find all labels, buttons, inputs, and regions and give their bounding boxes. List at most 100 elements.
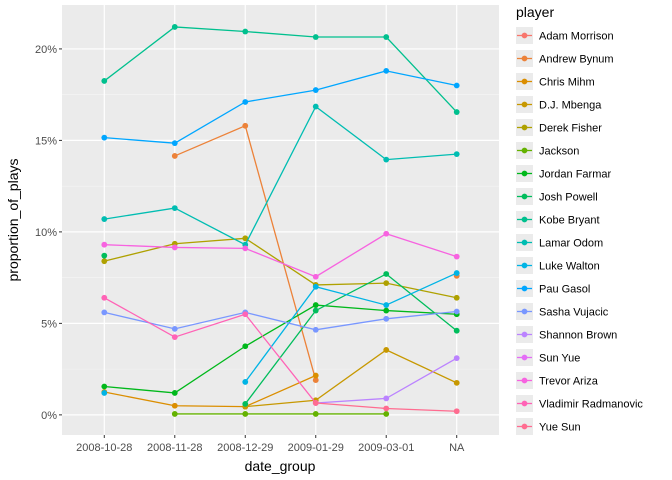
x-tick-label: 2009-01-29: [288, 442, 344, 454]
data-point: [383, 347, 390, 353]
x-axis-title: date_group: [245, 458, 316, 474]
series-group: [312, 400, 460, 415]
data-point: [101, 309, 108, 316]
data-point: [242, 235, 249, 242]
data-point: [171, 325, 178, 332]
data-point: [453, 253, 460, 260]
legend-item: Kobe Bryant: [516, 211, 600, 228]
legend-key-point: [521, 55, 528, 62]
data-point: [453, 270, 460, 276]
data-point: [383, 405, 390, 412]
data-point: [171, 244, 178, 251]
data-point: [383, 156, 390, 163]
legend-key-point: [521, 101, 528, 108]
x-axis: 2008-10-28 2008-11-28 2008-12-29 2009-01-29…: [76, 435, 465, 454]
y-tick-label: 0%: [41, 410, 57, 422]
legend-key-point: [521, 262, 528, 269]
data-point: [453, 355, 460, 362]
data-point: [171, 140, 178, 147]
data-point: [242, 343, 249, 350]
data-point: [453, 379, 460, 386]
legend-label: Kobe Bryant: [539, 215, 600, 227]
data-point: [101, 78, 108, 84]
data-point: [453, 151, 460, 158]
data-point: [453, 408, 460, 415]
data-point: [242, 28, 249, 35]
legend-item: Chris Mihm: [516, 73, 595, 90]
legend-key-point: [521, 354, 528, 361]
legend-key-point: [521, 193, 528, 200]
series-line: [104, 310, 457, 331]
data-point: [312, 34, 319, 40]
grid-major: [62, 5, 499, 435]
y-tick-label: 15%: [35, 135, 57, 147]
legend-key-point: [521, 78, 528, 85]
legend-item: Shannon Brown: [516, 326, 617, 343]
data-point: [383, 302, 390, 308]
legend-key-point: [521, 400, 528, 407]
data-point: [453, 109, 460, 115]
y-tick-label: 10%: [35, 227, 57, 239]
data-point: [101, 252, 108, 259]
series-line: [244, 272, 457, 383]
legend-item: Lamar Odom: [516, 234, 603, 251]
legend-label: D.J. Mbenga: [539, 100, 602, 112]
plot-panel: [62, 5, 499, 435]
data-point: [242, 122, 249, 129]
data-point: [101, 383, 108, 390]
legend-label: Vladimir Radmanovic: [539, 399, 643, 411]
x-tick-label: 2008-12-29: [217, 442, 273, 454]
legend-label: Sun Yue: [539, 353, 580, 365]
legend-item: Andrew Bynum: [516, 50, 614, 67]
series-group: [101, 24, 460, 115]
series-line: [245, 349, 457, 408]
x-tick-label: 2008-11-28: [147, 442, 202, 454]
series-line: [103, 297, 317, 404]
series-line: [103, 26, 458, 113]
legend-item: Derek Fisher: [516, 119, 602, 136]
series-line: [244, 273, 458, 405]
data-point: [101, 258, 108, 265]
legend-label: Josh Powell: [539, 192, 598, 204]
data-point: [383, 307, 390, 314]
data-point: [171, 390, 178, 396]
data-point: [242, 311, 249, 318]
data-point: [383, 315, 390, 322]
data-point: [171, 402, 178, 409]
data-point: [312, 307, 319, 314]
legend-key-point: [521, 124, 528, 131]
data-point: [242, 411, 249, 417]
legend-key-point: [521, 216, 528, 223]
data-point: [453, 308, 460, 315]
data-point: [101, 216, 108, 222]
data-point: [171, 205, 178, 212]
data-point: [242, 379, 249, 385]
legend-label: Adam Morrison: [539, 31, 614, 43]
legend-key-point: [521, 147, 528, 154]
legend-label: Jackson: [539, 146, 579, 158]
data-point: [312, 326, 319, 333]
data-point: [312, 302, 319, 308]
x-tick-label: 2009-03-01: [358, 442, 414, 454]
data-point: [101, 241, 108, 248]
series-group: [101, 270, 460, 396]
data-point: [453, 294, 460, 301]
legend-item: D.J. Mbenga: [516, 96, 602, 113]
legend-label: Lamar Odom: [539, 238, 603, 250]
legend-items: Adam Morrison Andrew Bynum Chris Mihm D.J. …: [516, 27, 643, 435]
legend-label: Shannon Brown: [539, 330, 617, 342]
data-point: [242, 99, 249, 105]
legend-key-point: [521, 331, 528, 338]
legend-item: Vladimir Radmanovic: [516, 395, 643, 412]
data-point: [171, 334, 178, 341]
legend-label: Yue Sun: [539, 422, 581, 434]
series-layer: [101, 24, 460, 417]
x-tick-label: NA: [449, 442, 465, 454]
data-point: [312, 283, 319, 290]
data-point: [383, 230, 390, 237]
data-point: [101, 134, 108, 141]
legend: player Adam Morrison Andrew Bynum Chris Mi…: [516, 4, 643, 435]
data-point: [383, 280, 390, 287]
legend-key-point: [521, 377, 528, 384]
